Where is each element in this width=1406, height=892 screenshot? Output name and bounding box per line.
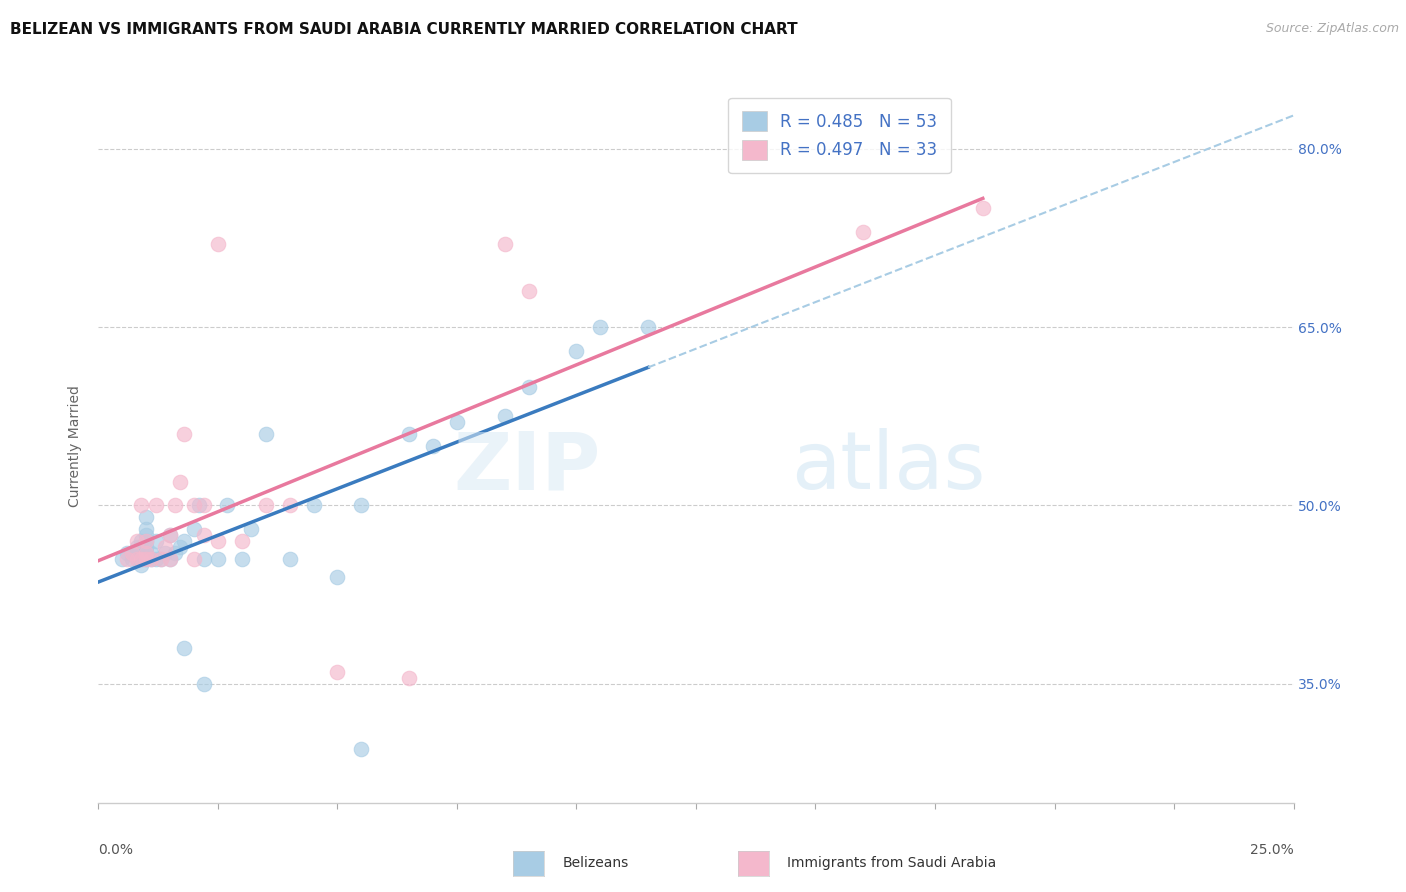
Point xyxy=(131,558,153,572)
Point xyxy=(169,475,191,489)
Point xyxy=(145,552,167,566)
Point xyxy=(155,540,177,554)
Point xyxy=(183,522,205,536)
Point xyxy=(111,552,134,566)
Point xyxy=(254,427,277,442)
Point xyxy=(207,236,229,251)
Point xyxy=(121,546,143,560)
Point xyxy=(159,528,181,542)
Point xyxy=(326,665,349,679)
Point xyxy=(517,379,540,393)
Point xyxy=(398,671,420,685)
Point xyxy=(173,641,195,656)
Text: Belizeans: Belizeans xyxy=(562,855,628,870)
Text: 0.0%: 0.0% xyxy=(98,843,134,857)
Point xyxy=(131,552,153,566)
Point xyxy=(302,499,325,513)
Point xyxy=(207,534,229,549)
Point xyxy=(183,552,205,566)
Point xyxy=(135,510,157,524)
Point xyxy=(350,499,373,513)
Point xyxy=(139,546,162,560)
Point xyxy=(494,236,516,251)
Point xyxy=(852,225,875,239)
Point xyxy=(193,677,215,691)
Point xyxy=(163,499,186,513)
Point xyxy=(972,201,994,215)
Point xyxy=(125,546,148,560)
Point xyxy=(135,546,157,560)
Point xyxy=(135,546,157,560)
Point xyxy=(240,522,263,536)
Point xyxy=(131,540,153,554)
Point xyxy=(145,499,167,513)
Point xyxy=(494,409,516,424)
Point xyxy=(135,552,157,566)
Point xyxy=(173,534,195,549)
Point xyxy=(135,552,157,566)
Point xyxy=(125,534,148,549)
Point xyxy=(139,552,162,566)
Point xyxy=(217,499,239,513)
Point xyxy=(589,320,612,334)
Text: Immigrants from Saudi Arabia: Immigrants from Saudi Arabia xyxy=(787,855,997,870)
Point xyxy=(131,499,153,513)
Point xyxy=(145,534,167,549)
Point xyxy=(159,528,181,542)
Point xyxy=(159,552,181,566)
Point xyxy=(326,570,349,584)
Point xyxy=(155,546,177,560)
Text: BELIZEAN VS IMMIGRANTS FROM SAUDI ARABIA CURRENTLY MARRIED CORRELATION CHART: BELIZEAN VS IMMIGRANTS FROM SAUDI ARABIA… xyxy=(10,22,797,37)
Point xyxy=(115,552,138,566)
Point xyxy=(125,552,148,566)
Legend: R = 0.485   N = 53, R = 0.497   N = 33: R = 0.485 N = 53, R = 0.497 N = 33 xyxy=(728,97,950,173)
Point xyxy=(163,546,186,560)
Text: 25.0%: 25.0% xyxy=(1250,843,1294,857)
Point xyxy=(135,528,157,542)
Point xyxy=(173,427,195,442)
Point xyxy=(193,499,215,513)
Text: atlas: atlas xyxy=(792,428,986,507)
Point xyxy=(193,528,215,542)
Point xyxy=(121,552,143,566)
Point xyxy=(187,499,209,513)
Point xyxy=(446,415,468,429)
Point xyxy=(131,552,153,566)
Point xyxy=(231,552,253,566)
Point xyxy=(149,552,172,566)
Text: Source: ZipAtlas.com: Source: ZipAtlas.com xyxy=(1265,22,1399,36)
Point xyxy=(350,742,373,756)
Point xyxy=(139,552,162,566)
Point xyxy=(149,552,172,566)
Point xyxy=(121,546,143,560)
Point xyxy=(207,552,229,566)
Point xyxy=(159,552,181,566)
Point xyxy=(278,552,301,566)
Point xyxy=(565,343,588,358)
Point xyxy=(135,540,157,554)
Point xyxy=(193,552,215,566)
Point xyxy=(231,534,253,549)
Point xyxy=(422,439,444,453)
Point xyxy=(135,534,157,549)
Point xyxy=(131,546,153,560)
Text: ZIP: ZIP xyxy=(453,428,600,507)
Point xyxy=(115,546,138,560)
Point xyxy=(125,552,148,566)
Point xyxy=(183,499,205,513)
Point xyxy=(254,499,277,513)
Point xyxy=(517,285,540,299)
Point xyxy=(135,534,157,549)
Point xyxy=(637,320,659,334)
Point xyxy=(169,540,191,554)
Point xyxy=(398,427,420,442)
Point xyxy=(125,540,148,554)
Point xyxy=(135,522,157,536)
Y-axis label: Currently Married: Currently Married xyxy=(69,385,83,507)
Point xyxy=(131,534,153,549)
Point xyxy=(278,499,301,513)
